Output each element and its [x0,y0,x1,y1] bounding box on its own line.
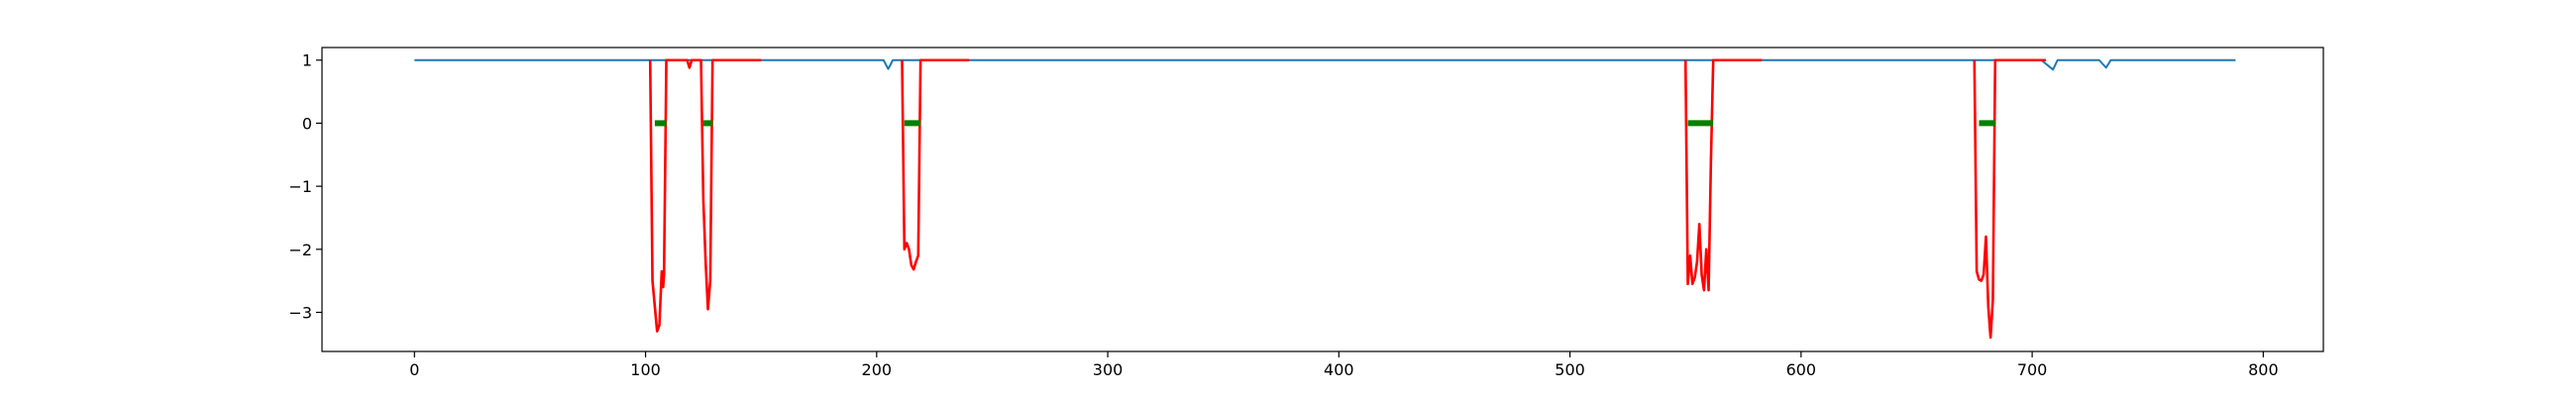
y-tick-label: −3 [288,304,312,323]
x-tick-label: 300 [1093,360,1124,379]
y-axis: 1 0 −1 −2 −3 [288,51,322,323]
x-tick-label: 800 [2248,360,2279,379]
x-tick-label: 0 [409,360,419,379]
x-tick-label: 600 [1786,360,1817,379]
series-line-2 [901,58,970,271]
x-tick-label: 500 [1555,360,1585,379]
y-tick-label: 1 [302,51,312,70]
plot-frame [321,47,2324,352]
x-axis: 0 100 200 300 400 500 600 700 800 [409,351,2279,379]
plot-lines [414,58,2236,340]
y-tick-label: −1 [288,177,312,196]
x-tick-label: 700 [2017,360,2048,379]
x-tick-label: 100 [630,360,661,379]
series-line-1 [648,58,762,333]
x-tick-label: 200 [862,360,893,379]
series-line-4 [1973,58,2047,340]
y-tick-label: 0 [302,114,312,133]
x-tick-label: 400 [1324,360,1354,379]
series-line-3 [1683,58,1763,292]
y-tick-label: −2 [288,241,312,259]
